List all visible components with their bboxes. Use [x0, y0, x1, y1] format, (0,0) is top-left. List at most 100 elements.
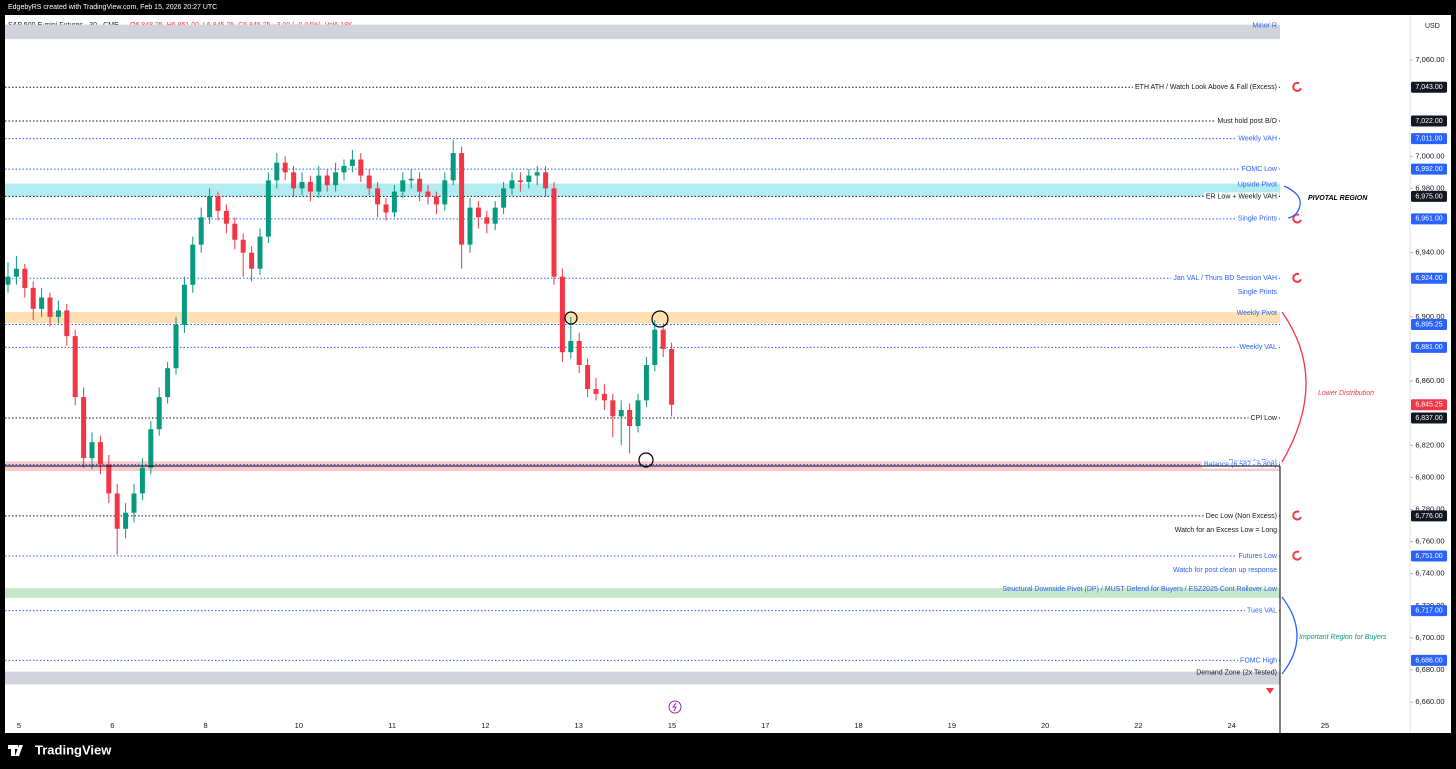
label-bg — [1201, 460, 1279, 469]
candle-body — [349, 159, 355, 166]
y-tick-label: 7,000.00 — [1415, 151, 1444, 160]
candle-body — [375, 188, 381, 205]
price-tag-label: 6,895.25 — [1415, 321, 1442, 328]
level-sublabel: Watch for post clean up response — [1173, 567, 1277, 574]
y-tick-label: 6,800.00 — [1415, 472, 1444, 481]
price-tag — [1411, 318, 1447, 330]
zone-label: Demand Zone (2x Tested) — [1196, 669, 1277, 676]
price-tag-label: 6,845.25 — [1415, 402, 1442, 409]
brand-logo — [8, 745, 23, 756]
candle-body — [576, 340, 582, 365]
price-tag-label: 6,837.00 — [1415, 415, 1442, 422]
highlight-circle — [638, 452, 654, 468]
level-label: ER Low + Weekly VAH — [1206, 193, 1277, 200]
candle-body — [551, 188, 557, 277]
price-tag-label: 6,975.00 — [1415, 193, 1442, 200]
zone — [5, 183, 1280, 197]
highlight-circle — [651, 310, 669, 328]
level-sublabel: Watch for an Excess Low = Long — [1175, 527, 1277, 534]
bracket — [1283, 185, 1301, 219]
price-tag-label: 7,022.00 — [1415, 118, 1442, 125]
candle-body — [39, 297, 45, 309]
label-bg — [1238, 656, 1279, 665]
candle-body — [156, 397, 162, 430]
candle-body — [291, 172, 297, 189]
level-label: Jan VAL / Thurs BD Session VAH — [1173, 275, 1277, 282]
candle-body — [627, 409, 633, 427]
candle-body — [543, 172, 549, 189]
x-tick-label: 8 — [203, 721, 207, 730]
candle-body — [55, 310, 61, 317]
price-tag-label: 6,992.00 — [1415, 166, 1442, 173]
x-tick-label: 25 — [1321, 721, 1329, 730]
level-label: FOMC High — [1240, 657, 1277, 664]
credit: EdgebyRS created with TradingView.com, F… — [8, 4, 217, 11]
level-label: FOMC Low — [1242, 166, 1278, 173]
price-tag — [1411, 510, 1447, 522]
candle-body — [559, 276, 565, 353]
price-tag — [1411, 133, 1447, 145]
candle-body — [97, 442, 103, 465]
candle-body — [408, 178, 414, 181]
candle-body — [366, 175, 372, 189]
candle-body — [265, 180, 271, 237]
price-tag — [1411, 272, 1447, 284]
magnet-icon — [1292, 272, 1302, 283]
candle-body — [643, 365, 649, 401]
x-tick-label: 5 — [17, 721, 21, 730]
candle-body — [257, 236, 263, 269]
candle-body — [131, 493, 137, 513]
candle-body — [358, 159, 364, 176]
candle-body — [417, 178, 423, 192]
bracket — [1281, 311, 1307, 463]
price-tag — [1411, 605, 1447, 617]
price-tag — [1411, 163, 1447, 175]
candle-body — [534, 172, 540, 176]
magnet-icon — [1292, 81, 1302, 92]
x-tick-label: 10 — [295, 721, 303, 730]
candle-body — [400, 180, 406, 192]
candle-body — [30, 287, 36, 309]
candle-body — [618, 409, 624, 417]
zone — [5, 312, 1280, 324]
x-tick-label: 13 — [575, 721, 583, 730]
candle-body — [215, 196, 221, 211]
y-tick-label: 6,860.00 — [1415, 376, 1444, 385]
candle-body — [433, 196, 439, 205]
price-tag-label: 6,686.00 — [1415, 657, 1442, 664]
chart-area — [5, 15, 1451, 733]
candle-body — [64, 310, 70, 337]
candle-body — [47, 297, 53, 317]
candle-body — [114, 493, 120, 529]
candle-body — [585, 365, 591, 390]
candle-body — [22, 268, 28, 288]
label-bg — [1236, 552, 1279, 561]
price-tag — [1411, 412, 1447, 424]
candle-body — [593, 389, 599, 394]
y-tick-label: 6,660.00 — [1415, 697, 1444, 706]
candle-body — [198, 217, 204, 245]
x-tick-label: 18 — [854, 721, 862, 730]
zone — [5, 671, 1280, 685]
level-label: Dec Low (Non Excess) — [1206, 513, 1277, 520]
price-tag — [1411, 190, 1447, 202]
candle-body — [526, 175, 532, 182]
price-tag — [1411, 81, 1447, 93]
zone — [5, 588, 1280, 598]
magnet-icon — [1292, 550, 1302, 561]
y-tick-label: 6,760.00 — [1415, 537, 1444, 546]
price-tag-label: 6,881.00 — [1415, 344, 1442, 351]
label-bg — [1203, 511, 1279, 520]
price-tag — [1411, 399, 1447, 411]
candle-body — [450, 153, 456, 181]
candle-body — [459, 153, 465, 245]
event-icon — [668, 700, 682, 714]
x-tick-label: 17 — [761, 721, 769, 730]
price-tag — [1411, 341, 1447, 353]
candle-body — [139, 467, 145, 494]
level-sublabel: Single Prints — [1238, 289, 1278, 296]
candle-body — [181, 284, 187, 325]
candle-body — [81, 397, 87, 459]
label-bg — [1215, 116, 1279, 125]
y-tick-label: 6,820.00 — [1415, 440, 1444, 449]
